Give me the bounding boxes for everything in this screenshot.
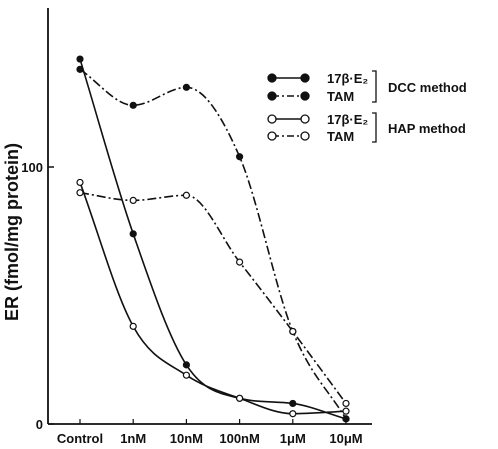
legend-marker bbox=[267, 91, 277, 101]
data-point bbox=[129, 322, 137, 330]
legend-bracket bbox=[372, 112, 377, 143]
data-point bbox=[289, 410, 297, 418]
x-tick-label: 100nM bbox=[219, 431, 259, 446]
data-point bbox=[289, 399, 297, 408]
legend-marker bbox=[300, 131, 310, 141]
legend-marker bbox=[300, 73, 310, 83]
data-point bbox=[342, 415, 350, 423]
data-point bbox=[76, 178, 84, 187]
legend-marker bbox=[267, 131, 277, 141]
data-point bbox=[76, 65, 84, 73]
data-point bbox=[182, 371, 190, 379]
data-point bbox=[236, 394, 244, 402]
x-tick-label: 1nM bbox=[120, 431, 146, 446]
data-point bbox=[76, 55, 84, 63]
legend-group-label: HAP method bbox=[388, 121, 466, 136]
legend-label: 17β·E₂ bbox=[327, 112, 368, 127]
x-tick-label: 1μM bbox=[280, 431, 306, 446]
x-tick-label: 10μM bbox=[329, 431, 362, 446]
legend: 17β·E₂ TAM 17β·E₂ TAM DCC method HAP method bbox=[267, 70, 467, 144]
legend-marker bbox=[267, 114, 277, 124]
y-axis-label: ER (fmol/mg protein) bbox=[2, 143, 22, 321]
legend-bracket bbox=[372, 70, 377, 103]
legend-label: TAM bbox=[327, 89, 354, 104]
data-point bbox=[236, 153, 244, 161]
data-point bbox=[129, 196, 137, 205]
x-tick-label: Control bbox=[57, 431, 103, 446]
data-point bbox=[76, 189, 84, 197]
series-line bbox=[79, 58, 347, 420]
legend-label: TAM bbox=[327, 129, 354, 144]
data-point bbox=[182, 361, 190, 369]
legend-label: 17β·E₂ bbox=[327, 71, 368, 86]
curves bbox=[79, 58, 347, 420]
data-point bbox=[182, 191, 190, 199]
legend-marker bbox=[267, 73, 277, 83]
y-tick-label: 100 bbox=[21, 160, 43, 175]
legend-group-label: DCC method bbox=[388, 80, 467, 95]
x-ticks: Control 1nM 10nM 100nM 1μM 10μM bbox=[57, 419, 363, 446]
data-point bbox=[236, 258, 244, 266]
data-point bbox=[129, 101, 137, 109]
data-point bbox=[342, 399, 350, 408]
data-point bbox=[289, 327, 297, 336]
legend-marker bbox=[300, 91, 310, 101]
y-ticks: 0 100 bbox=[21, 160, 54, 432]
data-point bbox=[182, 83, 190, 91]
x-tick-label: 10nM bbox=[170, 431, 203, 446]
legend-marker bbox=[300, 114, 310, 124]
series-line bbox=[79, 182, 347, 415]
series-line bbox=[79, 68, 347, 420]
y-tick-label: 0 bbox=[36, 417, 43, 432]
data-point bbox=[129, 230, 137, 238]
data-point bbox=[342, 407, 350, 415]
markers bbox=[76, 55, 350, 423]
